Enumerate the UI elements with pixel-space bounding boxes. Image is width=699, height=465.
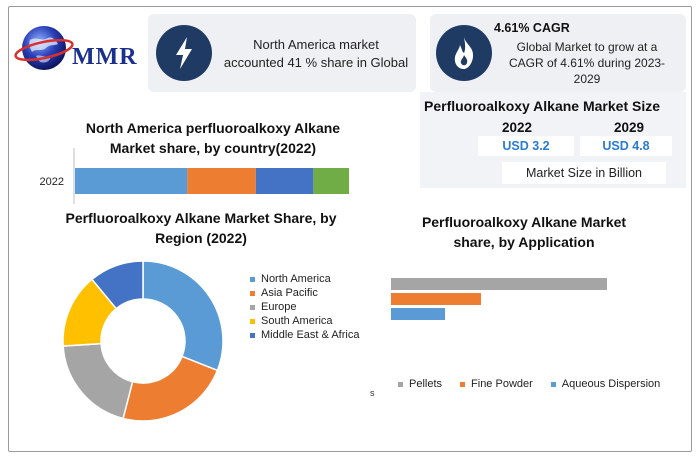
country-chart-segment-1 — [187, 168, 256, 194]
legend-label: South America — [261, 315, 333, 327]
legend-label: Asia Pacific — [261, 287, 318, 299]
country-chart-segment-0 — [75, 168, 188, 194]
region-legend-item: Asia Pacific — [250, 286, 359, 300]
donut-slice-middle-east-africa — [90, 260, 144, 310]
application-legend-item: Pellets — [398, 377, 442, 391]
country-chart-segment-3 — [313, 168, 349, 194]
region-share-donut-chart — [62, 260, 224, 422]
donut-slice-north-america — [142, 260, 224, 372]
legend-swatch — [250, 318, 255, 324]
legend-label: Aqueous Dispersion — [561, 378, 661, 390]
country-chart-segment-2 — [255, 168, 314, 194]
legend-label: North America — [261, 273, 331, 285]
north-america-share-text: North America market accounted 41 % shar… — [223, 37, 409, 70]
legend-swatch — [250, 290, 255, 296]
legend-swatch — [550, 381, 556, 387]
application-footnote: s — [370, 388, 375, 398]
logo-text: MMR — [72, 44, 138, 70]
legend-swatch — [250, 276, 255, 282]
legend-swatch — [250, 304, 255, 310]
region-legend-item: Middle East & Africa — [250, 328, 359, 342]
market-size-unit: Market Size in Billion — [502, 162, 666, 184]
application-chart-title: Perfluoroalkoxy Alkane Market share, by … — [421, 214, 627, 250]
cagr-text: Global Market to grow at a CAGR of 4.61%… — [508, 40, 666, 86]
region-legend: North America Asia Pacific Europe South Ame… — [250, 272, 359, 342]
application-legend-item: Fine Powder — [460, 377, 533, 391]
application-bar-fine-powder — [391, 293, 481, 305]
legend-label: Middle East & Africa — [261, 329, 360, 341]
donut-slice-europe — [62, 342, 134, 420]
region-legend-item: Europe — [250, 300, 359, 314]
application-legend: Pellets Fine Powder Aqueous Dispersion — [398, 377, 678, 391]
market-size-year-2022: 2022 — [502, 120, 533, 135]
country-chart-category-label: 2022 — [40, 176, 64, 188]
legend-swatch — [250, 332, 255, 338]
legend-swatch — [398, 381, 403, 387]
market-size-value-2029: USD 4.8 — [580, 136, 672, 156]
country-share-chart: 2022 — [40, 148, 349, 204]
legend-label: Pellets — [409, 378, 443, 390]
region-legend-item: South America — [250, 314, 359, 328]
application-legend-item: Aqueous Dispersion — [550, 377, 661, 391]
legend-swatch — [460, 381, 466, 387]
application-bar-aqueous-dispersion — [391, 308, 445, 320]
donut-slice-asia-pacific — [122, 355, 219, 422]
infographic-frame — [8, 6, 692, 452]
legend-label: Fine Powder — [471, 378, 533, 390]
cagr-card: 4.61% CAGR Global Market to grow at a CA… — [430, 14, 686, 92]
market-size-title: Perfluoroalkoxy Alkane Market Size — [424, 98, 661, 114]
country-chart-title: North America perfluoroalkoxy Alkane Mar… — [85, 120, 341, 156]
mmr-logo: MMR — [14, 18, 144, 80]
globe-icon — [14, 26, 74, 70]
north-america-share-card: North America market accounted 41 % shar… — [148, 14, 416, 92]
cagr-title: 4.61% CAGR — [494, 21, 570, 35]
region-chart-title: Perfluoroalkoxy Alkane Market Share, by … — [65, 210, 337, 246]
legend-label: Europe — [261, 301, 297, 313]
application-share-chart — [391, 278, 607, 320]
lightning-bolt-icon — [156, 25, 212, 81]
market-size-year-2029: 2029 — [614, 120, 645, 135]
flame-icon — [436, 25, 492, 81]
market-size-value-2022: USD 3.2 — [478, 136, 574, 156]
application-bar-pellets — [391, 278, 607, 290]
region-legend-item: North America — [250, 272, 359, 286]
